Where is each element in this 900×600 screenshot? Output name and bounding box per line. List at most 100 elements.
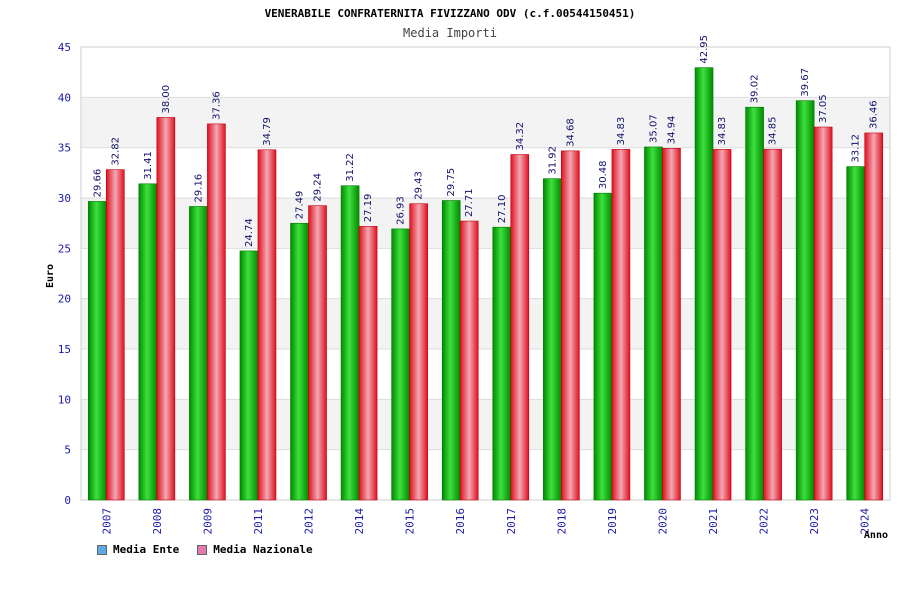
bar-ente-2021: [694, 67, 714, 501]
y-tick-label: 35: [58, 142, 71, 155]
data-label: 33.12: [851, 134, 862, 163]
data-label: 30.48: [598, 161, 609, 190]
bar-nazionale-2015: [409, 203, 428, 501]
x-tick-label: 2008: [151, 508, 164, 535]
bar-nazionale-2014: [358, 225, 378, 501]
bars-group: [87, 67, 884, 501]
data-label: 42.95: [699, 35, 710, 64]
data-label: 34.79: [262, 117, 273, 146]
bar-ente-2024: [846, 166, 866, 501]
data-label: 29.24: [313, 173, 324, 202]
bar-ente-2014: [340, 185, 360, 501]
y-tick-label: 0: [64, 494, 71, 507]
bar-nazionale-2007: [105, 169, 125, 501]
x-tick-label: 2017: [505, 508, 518, 535]
data-label: 31.22: [345, 153, 356, 182]
bar-nazionale-2023: [813, 126, 833, 501]
bar-nazionale-2022: [763, 148, 782, 501]
data-label: 27.71: [464, 188, 475, 217]
data-label: 39.02: [750, 75, 761, 104]
bar-ente-2011: [239, 250, 259, 501]
data-label: 26.93: [396, 196, 407, 225]
legend-label-nazionale: Media Nazionale: [213, 543, 313, 556]
data-label: 34.32: [515, 122, 526, 151]
bar-nazionale-2009: [207, 123, 226, 501]
y-tick-label: 45: [58, 41, 71, 54]
data-label: 34.85: [768, 117, 779, 146]
x-tick-label: 2023: [808, 508, 821, 535]
bar-nazionale-2017: [510, 154, 530, 501]
data-label: 29.43: [414, 171, 425, 200]
x-tick-label: 2012: [303, 508, 316, 535]
x-tick-label: 2016: [454, 508, 467, 535]
y-tick-label: 15: [58, 343, 71, 356]
bar-ente-2016: [441, 200, 461, 501]
x-tick-label: 2018: [555, 508, 568, 535]
x-tick-label: 2022: [758, 508, 771, 535]
x-tick-label: 2011: [252, 508, 265, 535]
bar-ente-2012: [290, 222, 309, 501]
data-label: 34.83: [717, 117, 728, 146]
data-label: 29.16: [193, 174, 204, 203]
data-label: 31.41: [143, 151, 154, 180]
y-tick-label: 40: [58, 91, 71, 104]
legend-swatch-nazionale: [197, 544, 208, 555]
data-label: 24.74: [244, 218, 255, 247]
legend-swatch-ente: [97, 544, 107, 555]
bar-ente-2019: [593, 192, 613, 501]
x-tick-label: 2021: [707, 508, 720, 535]
bar-nazionale-2016: [459, 220, 479, 501]
bar-ente-2015: [391, 228, 410, 501]
data-label: 34.68: [565, 118, 576, 147]
y-axis-ticks: 0 5 10 15 20 25 30 35 40 45: [58, 41, 71, 507]
bar-ente-2008: [138, 183, 158, 501]
bar-ente-2017: [492, 226, 512, 501]
data-label: 38.00: [161, 85, 172, 114]
y-tick-label: 5: [64, 444, 71, 457]
x-tick-label: 2007: [100, 508, 113, 535]
data-label: 39.67: [800, 68, 811, 97]
x-axis-label: Anno: [864, 530, 888, 541]
data-label: 27.19: [363, 194, 374, 223]
bar-ente-2022: [745, 106, 764, 501]
x-tick-label: 2020: [656, 508, 669, 535]
data-label: 29.75: [446, 168, 457, 197]
y-axis-label: Euro: [45, 264, 56, 288]
x-tick-label: 2024: [859, 508, 872, 535]
bar-ente-2018: [543, 178, 562, 501]
bar-nazionale-2012: [308, 205, 327, 501]
data-label: 36.46: [869, 100, 880, 129]
data-label: 37.36: [211, 91, 222, 120]
bar-ente-2020: [644, 146, 663, 501]
y-tick-label: 10: [58, 393, 71, 406]
legend-item-ente: Media Ente: [97, 543, 179, 556]
bar-nazionale-2008: [156, 117, 176, 501]
y-tick-label: 25: [58, 242, 71, 255]
x-tick-label: 2014: [353, 508, 366, 535]
data-label: 37.05: [818, 94, 829, 123]
x-tick-label: 2015: [404, 508, 417, 535]
bar-ente-2009: [189, 206, 208, 501]
bar-ente-2023: [795, 100, 815, 501]
data-label: 34.94: [666, 116, 677, 145]
plot-area: [80, 46, 891, 501]
data-label: 27.10: [497, 195, 508, 224]
legend-item-nazionale: Media Nazionale: [197, 543, 313, 556]
bar-nazionale-2018: [561, 150, 580, 501]
bar-nazionale-2019: [611, 149, 631, 501]
bar-nazionale-2021: [712, 149, 732, 501]
data-label: 27.49: [295, 191, 306, 220]
bar-ente-2007: [87, 201, 107, 501]
x-axis-ticks: 2007 2008 2009 2011 2012 2014 2015 2016 2017 2018…: [100, 508, 871, 535]
chart-title: VENERABILE CONFRATERNITA FIVIZZANO ODV (…: [265, 7, 636, 20]
x-tick-label: 2019: [606, 508, 619, 535]
data-label: 35.07: [648, 114, 659, 143]
x-tick-label: 2009: [201, 508, 214, 535]
chart-subtitle: Media Importi: [403, 26, 497, 40]
bar-nazionale-2020: [662, 147, 681, 501]
legend: Media Ente Media Nazionale: [97, 543, 313, 556]
data-label: 31.92: [547, 146, 558, 175]
y-tick-label: 20: [58, 293, 71, 306]
bar-nazionale-2024: [864, 132, 884, 501]
